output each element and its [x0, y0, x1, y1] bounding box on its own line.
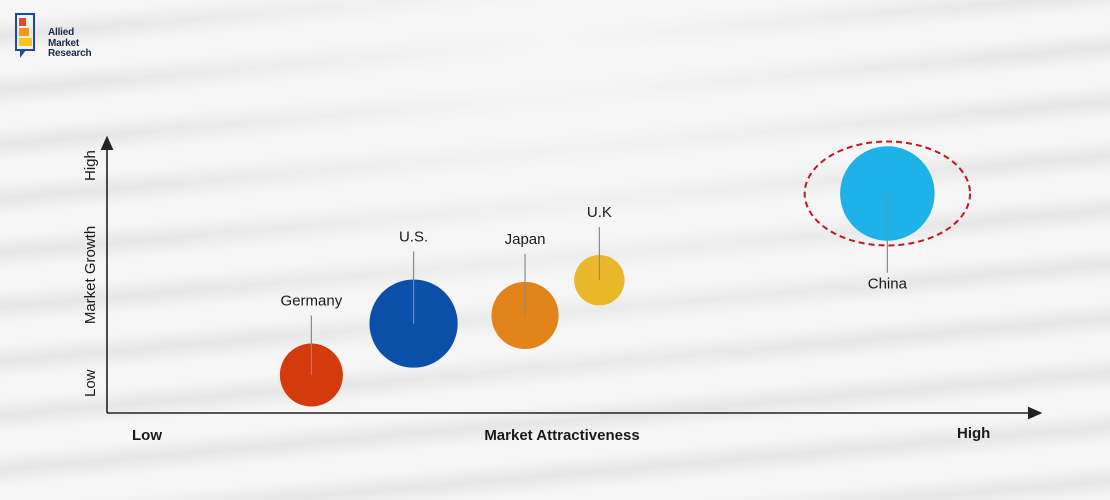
- bubble-label-germany: Germany: [281, 293, 343, 310]
- brand-line-2: Market: [48, 37, 80, 49]
- brand-logo: Allied Market Research: [14, 12, 124, 64]
- x-axis-low-label: Low: [132, 427, 162, 444]
- chart-axes: [100, 135, 1043, 420]
- highlight-ring-china: [803, 140, 972, 247]
- y-axis-low-label: Low: [82, 369, 99, 397]
- bubble-label-u-s: U.S.: [399, 228, 428, 245]
- brand-logo-icon: [15, 13, 35, 58]
- y-axis-high-label: High: [82, 150, 99, 181]
- brand-line-1: Allied: [48, 27, 75, 38]
- bubble-label-china: China: [868, 276, 908, 293]
- bubble-label-u-k: U.K: [587, 204, 612, 221]
- x-axis-high-label: High: [957, 425, 990, 442]
- y-axis-title: Market Growth: [82, 226, 99, 324]
- bubble-series: Germany U.S. Japan U.K China: [279, 140, 972, 407]
- x-axis-title: Market Attractiveness: [484, 427, 639, 444]
- brand-logo-text: Allied Market Research: [48, 27, 92, 60]
- brand-line-3: Research: [48, 48, 92, 59]
- bubble-label-japan: Japan: [505, 231, 546, 248]
